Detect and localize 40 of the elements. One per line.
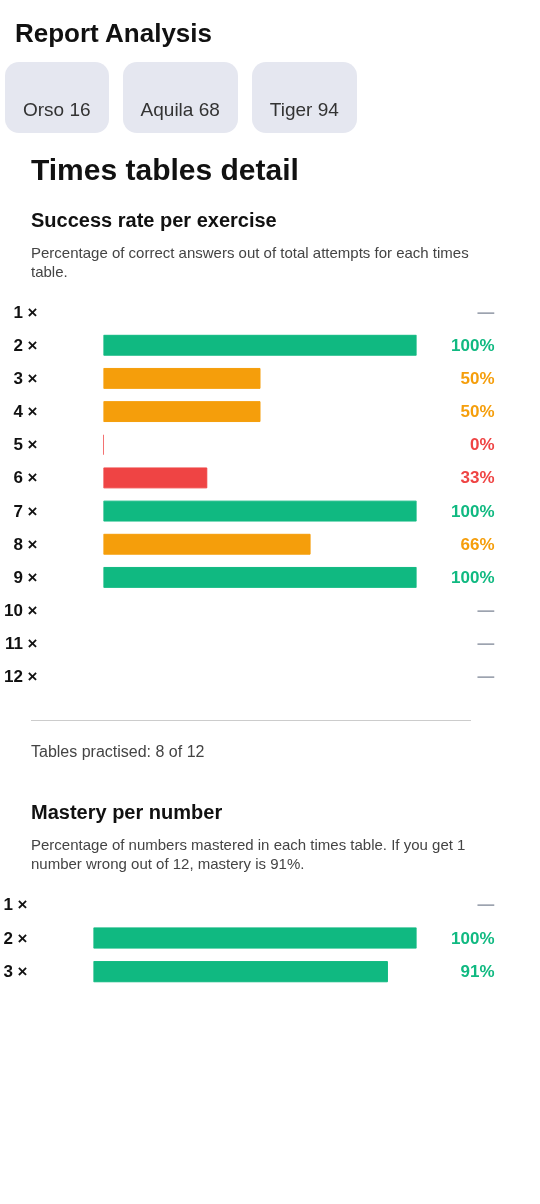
text: Tables practised: 8 of 12: [31, 720, 471, 765]
data-label: 33%: [460, 468, 495, 488]
text: Orso 16: [5, 62, 109, 134]
y-tick-label: 1 ×: [13, 302, 38, 322]
text: Report Analysis: [15, 17, 213, 50]
data-label: 100%: [451, 501, 495, 521]
data-label: 91%: [460, 962, 495, 982]
y-tick-label: 3 ×: [13, 369, 38, 389]
text: Tiger 94: [251, 62, 357, 134]
data-label: 50%: [460, 402, 495, 422]
text: —: [477, 302, 495, 322]
y-tick-label: 1 ×: [3, 895, 28, 915]
text: —: [477, 667, 495, 687]
data-label: 66%: [460, 535, 495, 555]
y-tick-label: 4 ×: [13, 402, 38, 422]
text: —: [477, 634, 495, 654]
data-label: 100%: [451, 336, 495, 356]
chart-title: Mastery per number: [31, 800, 224, 826]
data-label: 50%: [460, 369, 495, 389]
y-tick-label: 7 ×: [13, 501, 38, 521]
chart-title: Success rate per exercise: [31, 208, 278, 234]
data-label: 0%: [469, 435, 495, 455]
y-tick-label: 2 ×: [3, 928, 28, 948]
y-tick-label: 10 ×: [3, 601, 38, 621]
y-tick-label: 8 ×: [13, 535, 38, 555]
text: —: [477, 601, 495, 621]
y-tick-label: 2 ×: [13, 336, 38, 356]
data-label: 100%: [451, 568, 495, 588]
y-tick-label: 6 ×: [13, 468, 38, 488]
text: Times tables detail: [31, 152, 300, 189]
chart-subtitle: Percentage of correct answers out of total attempts for each times table.: [31, 242, 470, 282]
y-tick-label: 9 ×: [13, 568, 38, 588]
text: Aquila 68: [122, 62, 238, 134]
y-tick-label: 3 ×: [3, 962, 28, 982]
y-tick-label: 5 ×: [13, 435, 38, 455]
chart-subtitle: Percentage of numbers mastered in each times table. If you get 1 number wrong out of 12, mastery is 91%.: [31, 834, 467, 874]
y-tick-label: 12 ×: [3, 667, 38, 687]
y-tick-label: 11 ×: [4, 634, 38, 654]
data-label: 100%: [451, 928, 495, 948]
text: —: [477, 895, 495, 915]
